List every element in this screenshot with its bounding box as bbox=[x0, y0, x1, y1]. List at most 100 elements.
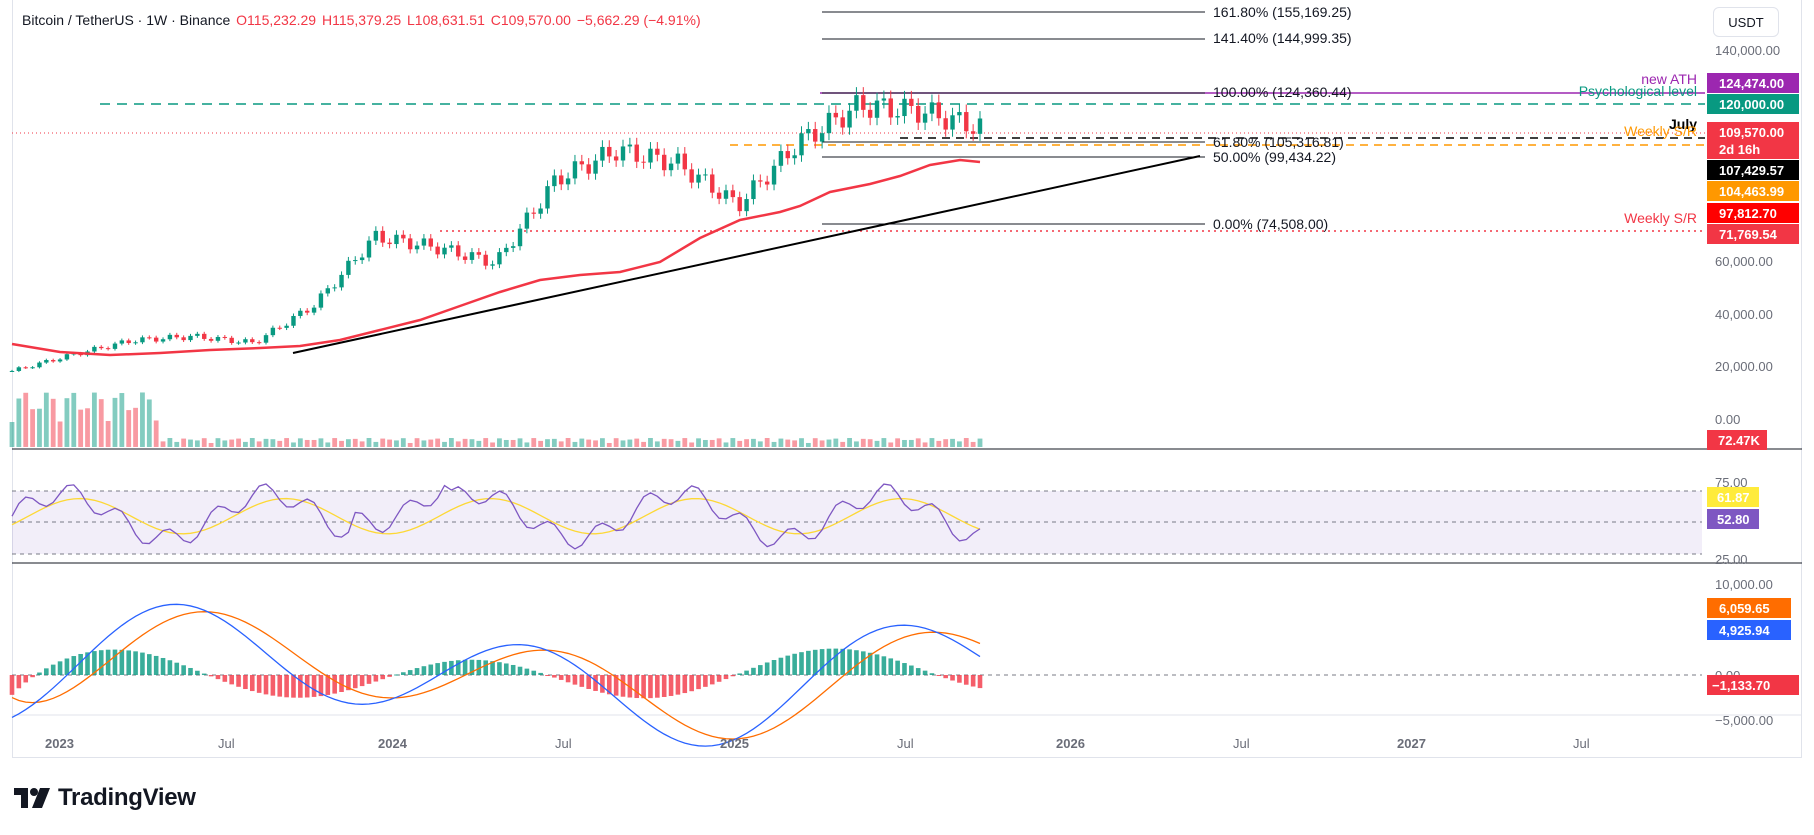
candle-body bbox=[284, 325, 289, 328]
volume-bar bbox=[641, 441, 647, 447]
macd-histogram-bar bbox=[490, 661, 495, 675]
tradingview-logo[interactable]: TradingView bbox=[14, 784, 196, 812]
macd-histogram-bar bbox=[229, 675, 234, 685]
volume-bar bbox=[888, 442, 894, 447]
candle-body bbox=[730, 190, 736, 198]
macd-histogram-bar bbox=[442, 661, 447, 675]
candle-body bbox=[943, 118, 948, 130]
macd-tag-macd: 4,925.94 bbox=[1719, 623, 1770, 638]
macd-tag-hist: −1,133.70 bbox=[1712, 678, 1770, 693]
macd-histogram-bar bbox=[304, 675, 310, 698]
volume-bar bbox=[291, 442, 296, 447]
volume-bar bbox=[57, 421, 63, 447]
candle-body bbox=[833, 112, 839, 118]
candle-body bbox=[895, 116, 900, 118]
candle-body bbox=[634, 144, 639, 162]
volume-bar bbox=[194, 440, 200, 447]
candle-body bbox=[435, 246, 440, 255]
macd-histogram-bar bbox=[764, 662, 770, 675]
legend-symbol: Bitcoin / TetherUS · 1W · Binance bbox=[22, 12, 231, 28]
candle-body bbox=[916, 105, 921, 123]
chart-frame[interactable] bbox=[12, 0, 1802, 758]
volume-bar bbox=[531, 438, 537, 447]
volume-bar bbox=[476, 440, 482, 447]
macd-histogram-bar bbox=[696, 675, 701, 690]
macd-histogram-bar bbox=[201, 673, 207, 675]
volume-bar bbox=[668, 439, 674, 447]
volume-bar bbox=[119, 393, 125, 447]
macd-histogram-bar bbox=[366, 675, 372, 684]
macd-histogram-bar bbox=[840, 648, 845, 675]
volume-bar bbox=[366, 438, 372, 447]
macd-histogram-bar bbox=[888, 658, 894, 675]
chart-svg[interactable]: 161.80% (155,169.25) 141.40% (144,999.35… bbox=[0, 0, 1814, 760]
macd-histogram-bar bbox=[407, 670, 413, 675]
macd-histogram-bar bbox=[730, 675, 736, 677]
fib-label-50: 50.00% (99,434.22) bbox=[1213, 149, 1336, 165]
volume-bar bbox=[483, 438, 489, 447]
volume-bar bbox=[407, 442, 413, 447]
price-tick-60000: 60,000.00 bbox=[1715, 254, 1773, 269]
volume-bar bbox=[785, 439, 791, 447]
candle-body bbox=[99, 346, 104, 349]
volume-bar bbox=[503, 439, 509, 447]
candle-body bbox=[462, 256, 468, 260]
candle-body bbox=[373, 230, 379, 241]
volume-bar bbox=[970, 441, 976, 447]
candle-body bbox=[957, 112, 962, 116]
candle-body bbox=[661, 154, 667, 171]
macd-line bbox=[11, 603, 981, 747]
legend-change: −5,662.29 (−4.91%) bbox=[576, 12, 701, 28]
volume-bar bbox=[37, 408, 42, 447]
volume-bar bbox=[799, 438, 804, 447]
price-tick-20000: 20,000.00 bbox=[1715, 359, 1773, 374]
candle-body bbox=[737, 197, 742, 212]
volume-bar bbox=[91, 392, 97, 447]
candle-body bbox=[64, 354, 70, 360]
volume-bar bbox=[854, 441, 859, 447]
volume-bar bbox=[957, 441, 962, 447]
candle-body bbox=[758, 180, 763, 182]
rsi-tag-ma-bg bbox=[1707, 487, 1759, 507]
macd-histogram-bar bbox=[510, 664, 516, 675]
macd-histogram-bar bbox=[339, 675, 344, 692]
macd-histogram-bar bbox=[895, 660, 900, 675]
candle-body bbox=[483, 254, 488, 266]
macd-histogram-bar bbox=[497, 662, 502, 675]
volume-bar bbox=[270, 439, 276, 447]
macd-histogram-bar bbox=[462, 659, 468, 675]
candle-body bbox=[867, 109, 873, 118]
macd-histogram-bar bbox=[455, 660, 461, 675]
candle-body bbox=[346, 260, 351, 275]
candle-body bbox=[449, 245, 454, 248]
rsi-pane bbox=[11, 483, 981, 550]
macd-histogram-bar bbox=[751, 667, 756, 675]
support-trendline bbox=[292, 155, 1201, 354]
candle-body bbox=[359, 257, 365, 261]
candle-body bbox=[607, 146, 612, 157]
candle-body bbox=[682, 153, 687, 170]
candle-body bbox=[936, 102, 942, 119]
volume-bar bbox=[160, 441, 166, 447]
macd-histogram-bar bbox=[373, 675, 379, 682]
macd-histogram-bar bbox=[723, 675, 729, 680]
macd-histogram-bar bbox=[153, 655, 159, 675]
volume-bar bbox=[682, 438, 688, 447]
macd-histogram-bar bbox=[346, 675, 351, 691]
macd-histogram-bar bbox=[332, 675, 337, 694]
macd-histogram-bar bbox=[181, 665, 186, 675]
volume-bar bbox=[696, 438, 701, 447]
candle-body bbox=[668, 163, 674, 171]
volume-bar bbox=[689, 442, 695, 447]
rsi-tick-75: 75.00 bbox=[1715, 475, 1748, 490]
candle-body bbox=[675, 153, 681, 164]
legend-close: C109,570.00 bbox=[490, 12, 571, 28]
candle-body bbox=[243, 339, 248, 343]
volume-bar bbox=[723, 442, 729, 447]
currency-button[interactable]: USDT bbox=[1713, 7, 1779, 37]
time-2026: 2026 bbox=[1056, 736, 1085, 751]
macd-histogram-bar bbox=[579, 675, 585, 687]
macd-histogram-bar bbox=[922, 670, 928, 675]
macd-histogram-bar bbox=[291, 675, 296, 698]
macd-histogram-bar bbox=[675, 675, 681, 695]
